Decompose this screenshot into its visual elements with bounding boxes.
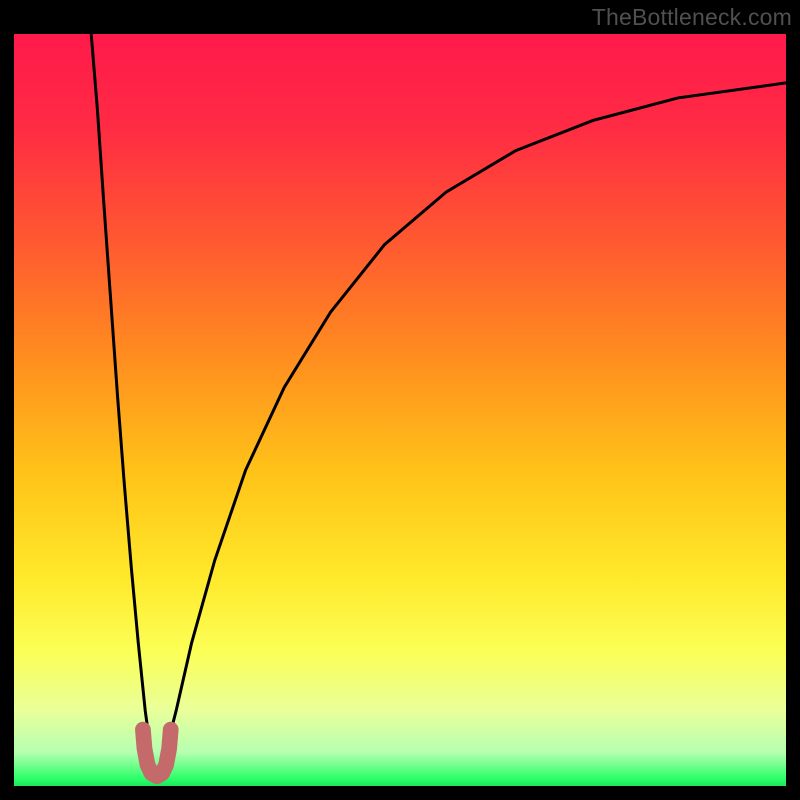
plot-area	[14, 34, 786, 786]
curve-layer	[14, 34, 786, 786]
left-branch-curve	[91, 34, 157, 775]
chart-frame: TheBottleneck.com	[0, 0, 800, 800]
cusp-cap-marker	[143, 730, 171, 777]
right-branch-curve	[157, 83, 786, 775]
watermark-text: TheBottleneck.com	[592, 4, 792, 31]
